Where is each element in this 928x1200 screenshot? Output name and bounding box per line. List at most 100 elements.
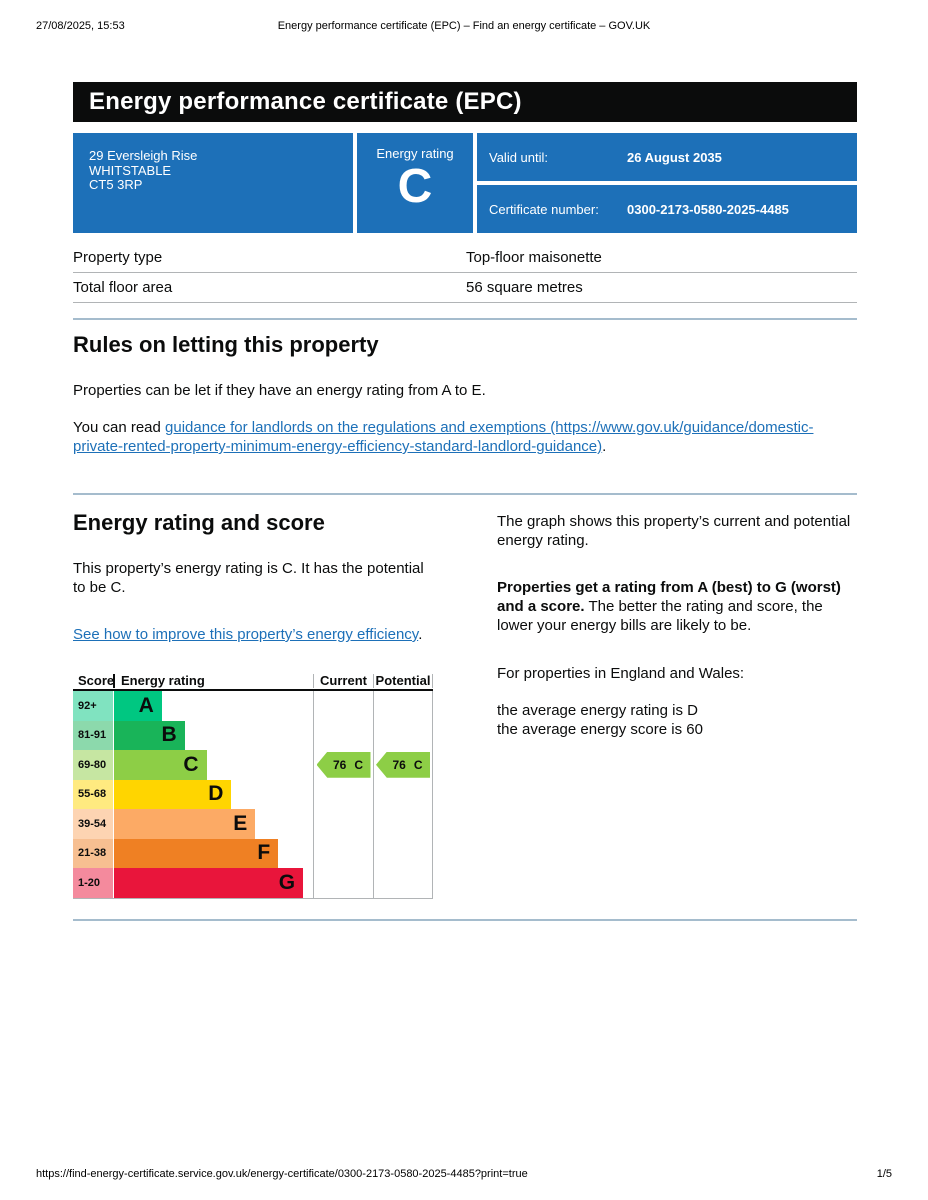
table-row-floor-area: Total floor area 56 square metres	[73, 273, 857, 303]
arrow-band: C	[413, 757, 423, 772]
epc-band-bar-cell: G	[113, 868, 313, 898]
epc-current-cell: 76 C	[313, 750, 373, 780]
epc-band-row-f: 21-38 F	[73, 838, 433, 868]
energy-rating-heading: Energy rating and score	[73, 510, 325, 535]
epc-current-cell	[313, 809, 373, 839]
current-rating-arrow: 76 C	[316, 751, 371, 778]
averages-paragraph: the average energy rating is D the averag…	[497, 701, 857, 739]
epc-potential-cell	[373, 868, 433, 898]
property-address: 29 Eversleigh Rise WHITSTABLE CT5 3RP	[73, 133, 353, 233]
epc-band-bar: F	[114, 838, 279, 868]
epc-current-cell	[313, 720, 373, 750]
property-facts-table: Property type Top-floor maisonette Total…	[73, 243, 857, 303]
epc-rating-chart: Score Energy rating Current Potential 92…	[73, 674, 433, 899]
epc-potential-cell	[373, 838, 433, 868]
epc-band-bar: D	[114, 779, 232, 809]
certificate-number-value: 0300-2173-0580-2025-4485	[627, 201, 789, 217]
rating-summary-paragraph: This property’s energy rating is C. It h…	[73, 560, 424, 596]
rating-explainer-rest: The better the rating and score, the low…	[497, 598, 823, 634]
epc-band-row-d: 55-68 D	[73, 779, 433, 809]
arrow-band: C	[354, 757, 364, 772]
epc-band-bar: B	[114, 720, 185, 750]
epc-band-bar-cell: E	[113, 809, 313, 839]
epc-potential-cell	[373, 809, 433, 839]
epc-score-range: 39-54	[73, 809, 113, 839]
section-divider	[73, 493, 857, 495]
epc-current-cell	[313, 691, 373, 721]
epc-band-bar: A	[114, 691, 162, 721]
epc-potential-cell	[373, 720, 433, 750]
epc-band-bar: C	[114, 750, 207, 780]
epc-band-row-c: 69-80 C 76 C 76 C	[73, 750, 433, 780]
certificate-summary-panel: 29 Eversleigh Rise WHITSTABLE CT5 3RP En…	[73, 133, 857, 233]
epc-score-range: 81-91	[73, 720, 113, 750]
average-score-line: the average energy score is 60	[497, 721, 703, 738]
epc-current-cell	[313, 779, 373, 809]
epc-score-range: 55-68	[73, 779, 113, 809]
print-page-title: Energy performance certificate (EPC) – F…	[277, 20, 651, 32]
energy-rating-value: C	[397, 160, 433, 213]
chart-header-score: Score	[78, 673, 115, 688]
valid-until-value: 26 August 2035	[627, 149, 722, 165]
epc-score-range: 1-20	[73, 868, 113, 898]
epc-band-bar: E	[114, 809, 256, 839]
improve-efficiency-suffix: .	[418, 626, 423, 643]
floor-area-value: 56 square metres	[466, 279, 583, 296]
epc-score-range: 21-38	[73, 838, 113, 868]
arrow-score: 76	[332, 757, 347, 772]
epc-band-bar-cell: B	[113, 720, 313, 750]
address-line-1: 29 Eversleigh Rise	[89, 148, 198, 163]
epc-score-range: 92+	[73, 691, 113, 721]
certificate-banner: Energy performance certificate (EPC)	[73, 82, 857, 122]
epc-score-range: 69-80	[73, 750, 113, 780]
certificate-details: Valid until: 26 August 2035 Certificate …	[477, 133, 857, 233]
print-datetime: 27/08/2025, 15:53	[36, 20, 125, 32]
epc-band-bar-cell: C	[113, 750, 313, 780]
chart-header-current: Current	[313, 674, 373, 688]
floor-area-label: Total floor area	[73, 279, 173, 296]
potential-rating-arrow: 76 C	[376, 751, 430, 778]
improve-efficiency-paragraph: See how to improve this property’s energ…	[73, 625, 433, 644]
print-footer-url: https://find-energy-certificate.service.…	[36, 1168, 528, 1180]
guidance-text-prefix: You can read	[73, 419, 166, 436]
rating-explainer-bold: Properties get a rating from A (best) to…	[497, 579, 841, 615]
epc-chart-header: Score Energy rating Current Potential	[73, 674, 433, 691]
property-type-value: Top-floor maisonette	[466, 249, 602, 266]
certificate-number-label: Certificate number:	[489, 201, 599, 217]
rules-paragraph: Properties can be let if they have an en…	[73, 382, 486, 399]
rating-right-column: The graph shows this property’s current …	[497, 510, 857, 899]
chart-header-potential: Potential	[373, 674, 433, 688]
energy-rating-section: Energy rating and score This property’s …	[73, 510, 857, 899]
epc-band-bar-cell: D	[113, 779, 313, 809]
epc-band-row-b: 81-91 B	[73, 720, 433, 750]
england-wales-paragraph: For properties in England and Wales:	[497, 665, 745, 682]
epc-potential-cell	[373, 691, 433, 721]
epc-band-bar-cell: A	[113, 691, 313, 721]
table-row-property-type: Property type Top-floor maisonette	[73, 243, 857, 273]
print-page-number: 1/5	[876, 1168, 892, 1180]
guidance-text-suffix: .	[602, 438, 607, 455]
epc-current-cell	[313, 868, 373, 898]
landlord-guidance-link[interactable]: guidance for landlords on the regulation…	[73, 419, 814, 455]
epc-band-row-g: 1-20 G	[73, 868, 433, 898]
energy-rating-label: Energy rating	[376, 146, 454, 161]
address-line-2: WHITSTABLE	[89, 162, 172, 178]
certificate-number-row: Certificate number: 0300-2173-0580-2025-…	[477, 185, 857, 233]
rating-left-column: Energy rating and score This property’s …	[73, 510, 433, 899]
browser-print-header: 27/08/2025, 15:53 Energy performance cer…	[36, 20, 892, 32]
epc-band-bar: G	[114, 868, 304, 898]
browser-print-footer: https://find-energy-certificate.service.…	[36, 1168, 892, 1180]
epc-band-row-e: 39-54 E	[73, 809, 433, 839]
guidance-paragraph: You can read guidance for landlords on t…	[73, 418, 857, 456]
section-divider	[73, 918, 857, 921]
property-type-label: Property type	[73, 249, 163, 266]
valid-until-row: Valid until: 26 August 2035	[477, 133, 857, 181]
average-rating-line: the average energy rating is D	[497, 702, 698, 719]
valid-until-label: Valid until:	[489, 149, 549, 165]
chart-header-rating: Energy rating	[113, 674, 313, 688]
rules-heading: Rules on letting this property	[73, 332, 379, 357]
improve-efficiency-link[interactable]: See how to improve this property’s energ…	[73, 626, 419, 643]
epc-band-bar-cell: F	[113, 838, 313, 868]
arrow-score: 76	[392, 757, 406, 772]
